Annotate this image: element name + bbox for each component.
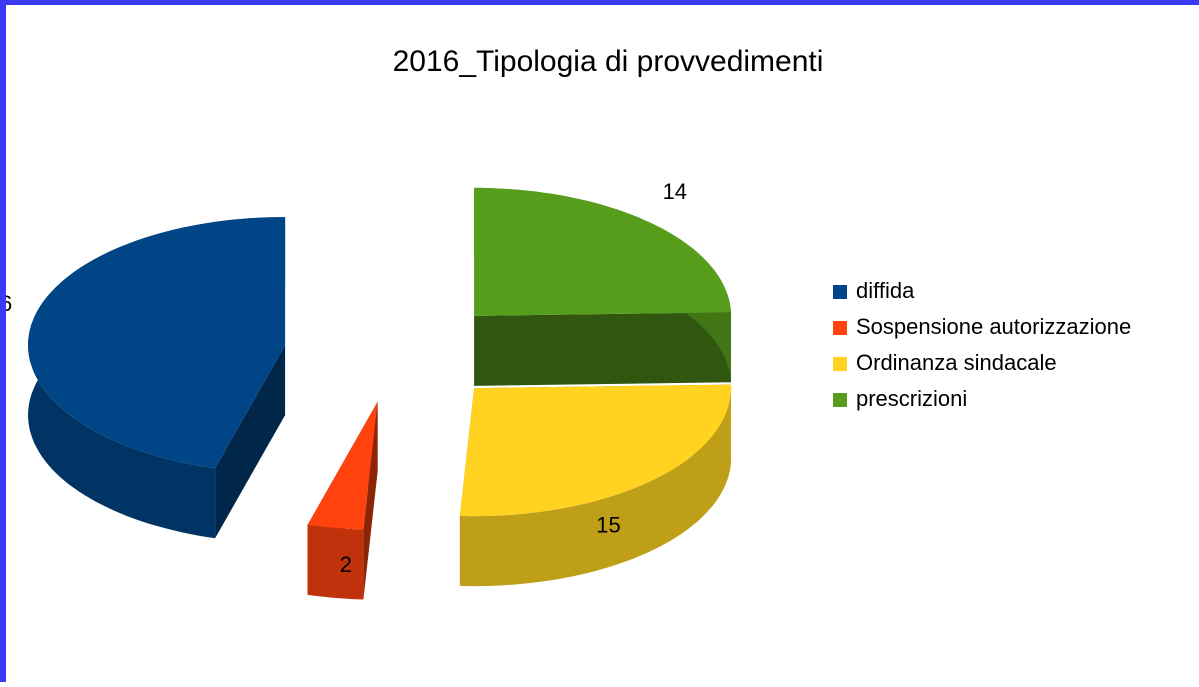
legend-label: Sospensione autorizzazione	[856, 314, 1131, 339]
pie-slice	[28, 217, 286, 469]
pie-slice-group	[474, 187, 731, 386]
legend-label: diffida	[856, 278, 915, 303]
chart-title: 2016_Tipologia di provvedimenti	[393, 45, 824, 78]
slice-outer-wall	[459, 384, 732, 587]
slice-outer-wall	[307, 524, 364, 600]
data-label: 14	[663, 179, 687, 204]
pie	[28, 187, 732, 600]
pie-slice-group	[459, 384, 732, 587]
legend-swatch	[833, 357, 847, 371]
legend: diffida Sospensione autorizzazione Ordinan…	[833, 278, 1131, 411]
legend-swatch	[833, 393, 847, 407]
pie-slice	[474, 187, 731, 316]
pie-slice-group	[28, 217, 286, 539]
chart: 2016_Tipologia di provvedimenti 1426152 …	[0, 45, 1131, 600]
pie-slice	[459, 384, 732, 517]
legend-swatch	[833, 285, 847, 299]
slice-side-wall	[215, 345, 286, 539]
data-label: 2	[340, 552, 352, 577]
slice-side-wall	[363, 401, 378, 600]
data-label: 26	[6, 291, 12, 316]
legend-label: Ordinanza sindacale	[856, 350, 1057, 375]
data-label: 15	[596, 513, 620, 538]
pie-slice	[307, 401, 378, 530]
data-labels: 14 26 15 2	[0, 179, 687, 577]
legend-label: prescrizioni	[856, 386, 967, 411]
legend-swatch	[833, 321, 847, 335]
pie-slice-group	[307, 401, 378, 600]
slice-side-wall	[474, 312, 731, 386]
